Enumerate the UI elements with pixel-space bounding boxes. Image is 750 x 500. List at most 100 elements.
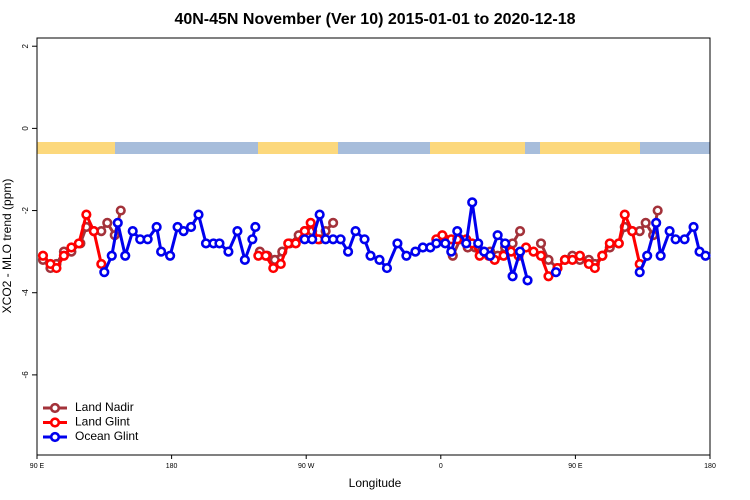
data-point: [550, 267, 562, 278]
data-point: [37, 250, 49, 261]
data-point: [500, 238, 511, 249]
data-point: [305, 217, 316, 228]
data-point: [350, 225, 361, 237]
data-point: [670, 234, 681, 245]
x-tick-label: 0: [439, 463, 443, 470]
data-point: [165, 250, 176, 261]
data-point: [381, 262, 393, 274]
data-point: [66, 242, 77, 253]
data-point: [452, 225, 463, 237]
data-point: [223, 246, 234, 257]
data-point: [342, 246, 354, 257]
data-point: [485, 250, 496, 261]
data-point: [299, 225, 310, 237]
y-tick-label: -2: [21, 206, 30, 214]
data-point: [120, 250, 131, 261]
data-point: [634, 267, 645, 278]
data-point: [627, 225, 638, 237]
data-point: [410, 246, 421, 257]
chart-title: 40N-45N November (Ver 10) 2015-01-01 to …: [174, 11, 575, 28]
legend-marker: [49, 417, 61, 428]
land-band: [430, 142, 525, 154]
x-tick-label: 90 E: [30, 463, 45, 470]
land-band: [540, 142, 640, 154]
data-point: [290, 238, 301, 249]
data-point: [543, 271, 554, 282]
data-point: [335, 234, 346, 245]
data-point: [178, 225, 189, 237]
x-tick-label: 180: [704, 463, 716, 470]
data-point: [567, 254, 578, 265]
data-point: [679, 234, 690, 245]
data-point: [535, 238, 547, 249]
data-point: [619, 209, 630, 220]
data-point: [664, 225, 675, 237]
data-point: [640, 217, 651, 228]
data-point: [374, 254, 385, 265]
data-point: [247, 234, 258, 245]
data-point: [492, 230, 503, 241]
data-point: [73, 238, 84, 249]
x-tick-label: 90 E: [568, 463, 583, 470]
data-point: [574, 250, 585, 261]
y-tick-label: 0: [21, 126, 30, 131]
data-point: [507, 271, 518, 282]
data-point: [112, 217, 123, 228]
data-point: [185, 221, 197, 233]
data-point: [232, 225, 243, 237]
data-point: [392, 238, 403, 249]
data-point: [535, 250, 547, 261]
data-point: [446, 246, 457, 257]
data-point: [106, 250, 117, 261]
legend-marker: [49, 431, 61, 443]
legend-label: Land Glint: [75, 415, 130, 429]
data-point: [700, 250, 711, 261]
legend-label: Land Nadir: [75, 400, 134, 414]
data-point: [58, 250, 70, 261]
y-tick-label: -4: [21, 289, 30, 297]
data-point: [151, 221, 162, 233]
data-point: [514, 246, 526, 257]
data-point: [642, 250, 653, 261]
x-axis-label: Longitude: [349, 476, 402, 490]
data-point: [528, 246, 539, 257]
data-point: [99, 267, 110, 278]
data-point: [239, 254, 250, 265]
data-point: [597, 250, 608, 261]
data-point: [260, 250, 271, 261]
data-point: [655, 250, 666, 261]
data-point: [613, 238, 624, 249]
y-axis-label: XCO2 - MLO trend (ppm): [0, 179, 14, 314]
data-point: [193, 209, 204, 220]
data-point: [81, 209, 92, 220]
data-point: [102, 217, 113, 228]
data-point: [522, 275, 533, 286]
data-point: [96, 258, 107, 270]
data-point: [437, 230, 448, 241]
legend-label: Ocean Glint: [75, 429, 139, 443]
data-point: [142, 234, 153, 245]
data-point: [651, 217, 662, 228]
data-point: [127, 225, 138, 237]
data-point: [589, 262, 600, 274]
y-tick-label: 2: [21, 43, 30, 48]
plot-frame: [36, 37, 711, 456]
data-point: [328, 217, 339, 228]
data-point: [214, 238, 225, 249]
data-point: [115, 205, 126, 216]
data-point: [461, 238, 472, 249]
x-tick-label: 90 W: [298, 463, 315, 470]
data-point: [359, 234, 370, 245]
data-point: [514, 225, 526, 237]
data-point: [268, 262, 279, 274]
y-tick-label: -6: [21, 371, 30, 379]
data-point: [473, 238, 484, 249]
data-point: [51, 262, 62, 274]
land-band: [37, 142, 115, 154]
data-point: [250, 221, 261, 233]
data-point: [88, 225, 99, 237]
data-point: [440, 238, 451, 249]
data-point: [365, 250, 376, 261]
